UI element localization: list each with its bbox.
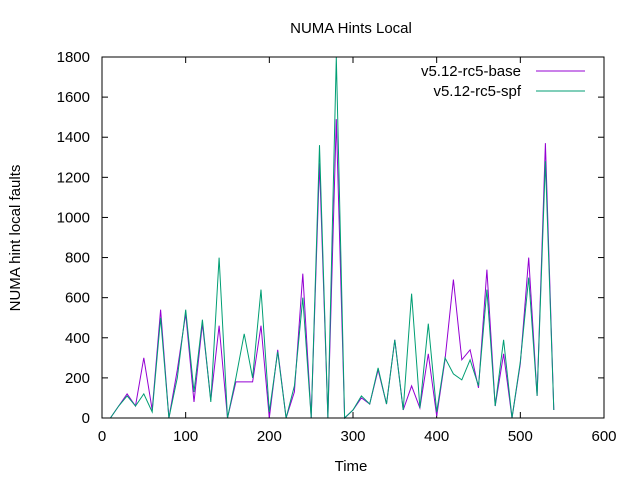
y-tick-label: 600 (65, 290, 90, 307)
y-tick-label: 1200 (57, 169, 90, 186)
series-line-2 (109, 56, 555, 420)
x-tick-label: 0 (98, 428, 106, 445)
series-line-1 (109, 119, 555, 420)
y-tick-label: 200 (65, 370, 90, 387)
y-tick-label: 400 (65, 330, 90, 347)
y-tick-label: 800 (65, 250, 90, 267)
y-tick-label: 1800 (57, 49, 90, 66)
x-tick-label: 200 (257, 428, 282, 445)
x-tick-label: 500 (508, 428, 533, 445)
legend-label: v5.12-rc5-spf (433, 83, 521, 100)
y-tick-label: 1400 (57, 129, 90, 146)
x-tick-label: 300 (340, 428, 365, 445)
axis-ticks: 0 100 200 300 400 500 600 0 200 400 600 800 1000 1200… (57, 49, 617, 445)
legend-label: v5.12-rc5-base (421, 63, 521, 80)
y-tick-label: 1000 (57, 209, 90, 226)
chart-title: NUMA Hints Local (290, 20, 412, 37)
x-axis-label: Time (335, 458, 368, 475)
y-tick-label: 0 (82, 410, 90, 427)
x-tick-label: 600 (591, 428, 616, 445)
x-tick-label: 400 (424, 428, 449, 445)
legend: v5.12-rc5-base v5.12-rc5-spf (421, 63, 585, 100)
plot-frame (101, 56, 605, 419)
y-axis-label: NUMA hint local faults (7, 165, 24, 312)
y-tick-label: 1600 (57, 89, 90, 106)
x-tick-label: 100 (173, 428, 198, 445)
series-lines (109, 56, 555, 420)
